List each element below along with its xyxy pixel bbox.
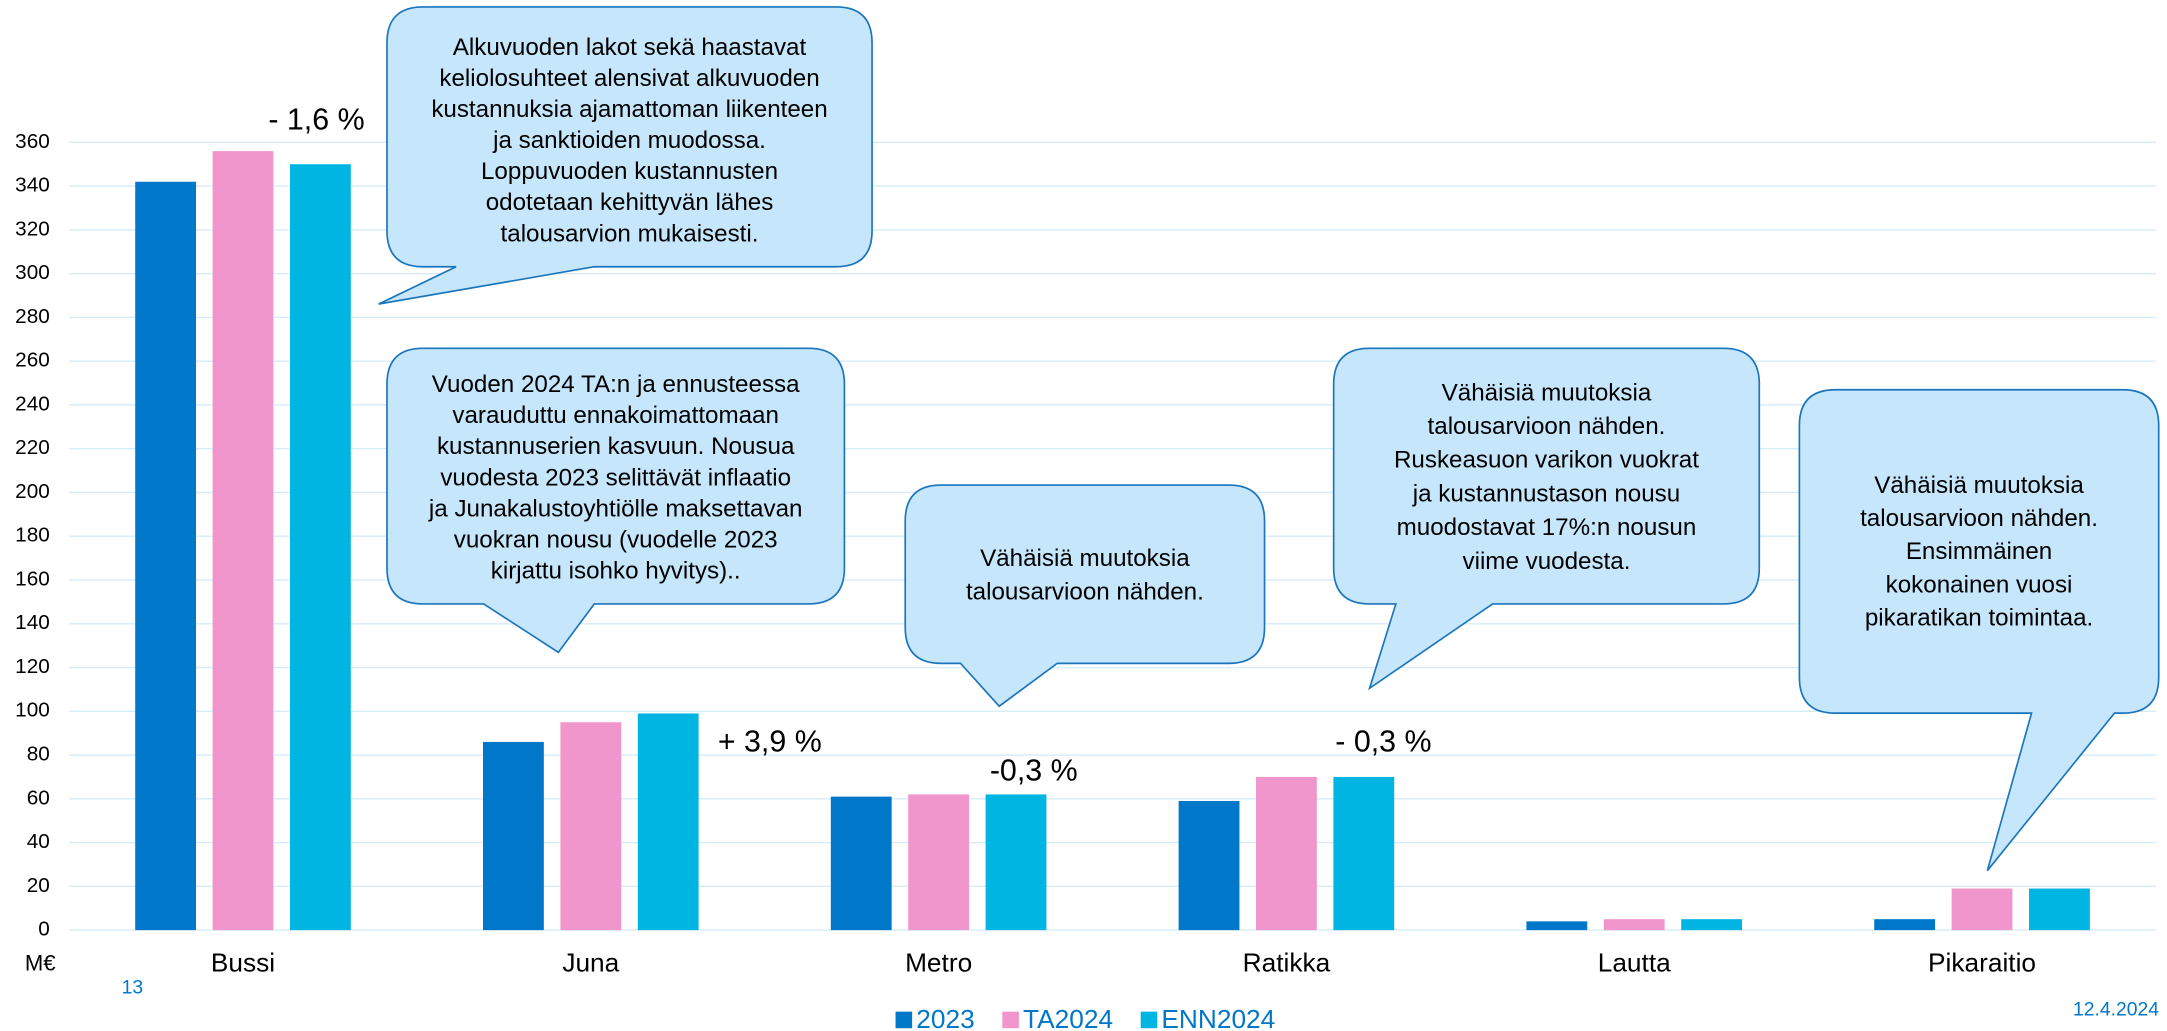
callout-text: Vähäisiä muutoksia bbox=[1874, 472, 2084, 499]
y-tick-label: 360 bbox=[15, 130, 50, 153]
callout-text: kokonainen vuosi bbox=[1886, 571, 2073, 598]
bar bbox=[560, 722, 622, 931]
callout-text: ja Junakalustoyhtiölle maksettavan bbox=[428, 495, 803, 522]
page-number: 13 bbox=[122, 976, 143, 998]
callout-text: talousarvioon nähden. bbox=[966, 578, 1204, 605]
bar bbox=[830, 796, 892, 931]
y-tick-label: 160 bbox=[15, 567, 50, 590]
callout bbox=[1332, 347, 1761, 691]
callout-text: varauduttu ennakoimattomaan bbox=[452, 402, 779, 429]
bar bbox=[1178, 801, 1240, 931]
bar bbox=[1526, 921, 1588, 931]
annotation: - 0,3 % bbox=[1335, 725, 1431, 759]
y-tick-label: 40 bbox=[27, 830, 50, 853]
x-tick-label: Metro bbox=[905, 948, 972, 978]
date: 12.4.2024 bbox=[2073, 998, 2159, 1020]
callout bbox=[1798, 388, 2160, 872]
callout bbox=[378, 6, 873, 305]
y-tick-label: 300 bbox=[15, 261, 50, 284]
legend-label: ENN2024 bbox=[1161, 1004, 1275, 1031]
bar bbox=[483, 741, 544, 931]
callout bbox=[904, 484, 1266, 708]
callout-text: Ruskeasuon varikon vuokrat bbox=[1394, 447, 1699, 474]
callout-text: Loppuvuoden kustannusten bbox=[481, 158, 778, 185]
legend-label: TA2024 bbox=[1023, 1004, 1113, 1031]
callout-text: ja sanktioiden muodossa. bbox=[492, 127, 766, 154]
y-tick-label: 260 bbox=[15, 349, 50, 372]
x-tick-label: Pikaraitio bbox=[1928, 948, 2036, 978]
callout-text: keliolosuhteet alensivat alkuvuoden bbox=[439, 65, 819, 92]
x-tick-label: Lautta bbox=[1598, 948, 1671, 978]
callout-text: ja kustannustason nousu bbox=[1412, 480, 1680, 507]
annotation: -0,3 % bbox=[990, 754, 1078, 788]
bar bbox=[985, 794, 1047, 931]
callout-text: talousarvioon nähden. bbox=[1860, 505, 2098, 532]
callout-text: Vuoden 2024 TA:n ja ennusteessa bbox=[432, 371, 800, 398]
y-tick-label: 280 bbox=[15, 305, 50, 328]
bar bbox=[1256, 776, 1317, 931]
callout-text: Vähäisiä muutoksia bbox=[980, 545, 1190, 572]
callout-text: pikaratikan toimintaa. bbox=[1865, 605, 2093, 632]
callout-text: Ensimmäinen bbox=[1906, 538, 2052, 565]
callout bbox=[386, 347, 846, 654]
legend-swatch bbox=[1140, 1011, 1158, 1029]
y-tick-label: 100 bbox=[15, 699, 50, 722]
bar bbox=[1874, 919, 1936, 931]
y-unit: M€ bbox=[25, 950, 56, 975]
y-tick-label: 20 bbox=[27, 874, 50, 897]
bar bbox=[1333, 776, 1395, 931]
bar bbox=[1603, 919, 1665, 931]
callout-text: odotetaan kehittyvän lähes bbox=[486, 189, 774, 216]
callout-text: vuodesta 2023 selittävät inflaatio bbox=[440, 464, 791, 491]
y-tick-label: 80 bbox=[27, 743, 50, 766]
callout-text: kustannuserien kasvuun. Nousua bbox=[437, 433, 795, 460]
callout-text: talousarvioon nähden. bbox=[1428, 413, 1666, 440]
y-tick-label: 320 bbox=[15, 217, 50, 240]
annotation: - 1,6 % bbox=[268, 103, 364, 137]
legend-swatch bbox=[1002, 1011, 1019, 1029]
y-tick-label: 0 bbox=[38, 918, 50, 941]
y-tick-label: 120 bbox=[15, 655, 50, 678]
legend-swatch bbox=[895, 1011, 913, 1029]
y-tick-label: 220 bbox=[15, 436, 50, 459]
bar bbox=[289, 164, 351, 931]
bar bbox=[1951, 888, 2013, 931]
callout-text: muodostavat 17%:n nousun bbox=[1397, 514, 1697, 541]
x-tick-label: Bussi bbox=[211, 948, 275, 978]
callout-text: Vähäisiä muutoksia bbox=[1442, 379, 1652, 406]
bar bbox=[135, 181, 197, 931]
y-tick-label: 140 bbox=[15, 611, 50, 634]
callout-text: Alkuvuoden lakot sekä haastavat bbox=[453, 34, 807, 61]
callout-text: viime vuodesta. bbox=[1462, 548, 1630, 575]
y-tick-label: 200 bbox=[15, 480, 50, 503]
annotation: + 3,9 % bbox=[718, 725, 822, 759]
x-tick-label: Ratikka bbox=[1243, 948, 1331, 978]
bar bbox=[637, 713, 699, 931]
x-tick-label: Juna bbox=[562, 948, 619, 978]
y-tick-label: 180 bbox=[15, 524, 50, 547]
callout-text: kirjattu isohko hyvitys).. bbox=[491, 558, 741, 585]
callout-text: kustannuksia ajamattoman liikenteen bbox=[431, 96, 827, 123]
bar bbox=[212, 151, 274, 931]
callout-text: talousarvion mukaisesti. bbox=[501, 220, 759, 247]
legend-label: 2023 bbox=[916, 1004, 974, 1031]
bar bbox=[1681, 919, 1743, 931]
bar bbox=[2029, 888, 2090, 931]
callout-text: vuokran nousu (vuodelle 2023 bbox=[454, 526, 778, 553]
y-tick-label: 340 bbox=[15, 174, 50, 197]
y-tick-label: 240 bbox=[15, 392, 50, 415]
bar bbox=[908, 794, 970, 931]
y-tick-label: 60 bbox=[27, 786, 50, 809]
